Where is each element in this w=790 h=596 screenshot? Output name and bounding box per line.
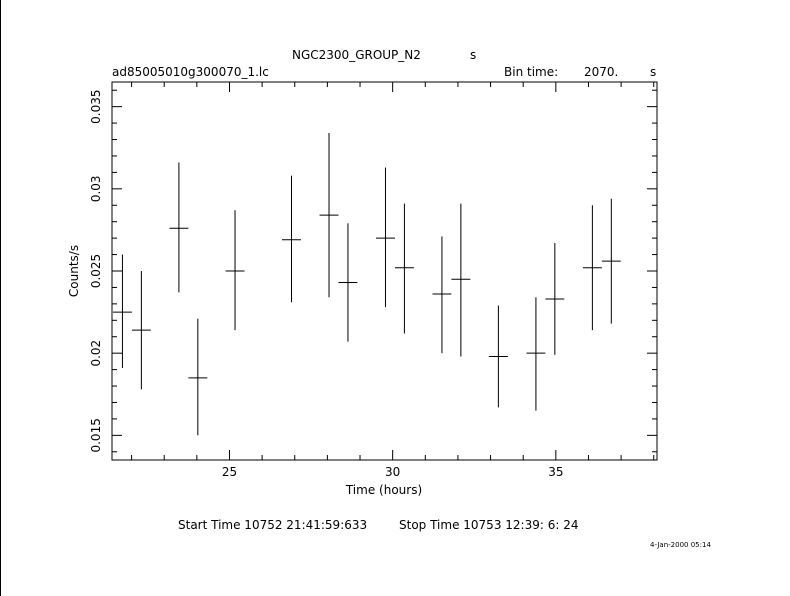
- y-tick-label: 0.035: [89, 89, 103, 123]
- stop-time: Stop Time 10753 12:39: 6: 24: [399, 518, 579, 532]
- bin-time-label: Bin time:: [504, 65, 559, 79]
- plot-frame: [111, 81, 658, 461]
- data-point: [545, 243, 565, 355]
- plot-title-unit: s: [470, 48, 477, 62]
- data-point: [394, 203, 414, 334]
- plot-title: NGC2300_GROUP_N2: [292, 48, 421, 62]
- data-point: [338, 223, 358, 342]
- y-tick-label: 0.02: [89, 340, 103, 367]
- data-points: [112, 132, 621, 436]
- x-axis-label: Time (hours): [345, 483, 422, 497]
- x-tick-label: 30: [385, 465, 400, 479]
- data-point: [488, 305, 508, 408]
- data-point: [188, 318, 208, 436]
- x-tick-label: 25: [222, 465, 237, 479]
- y-tick-label: 0.03: [89, 175, 103, 202]
- data-point: [376, 167, 395, 308]
- data-point: [526, 297, 546, 411]
- data-point: [169, 162, 189, 293]
- axis-tick-labels: 25 30 35 0.015 0.02 0.025 0.03 0.035: [89, 89, 563, 479]
- data-point: [131, 271, 151, 390]
- axis-ticks: [112, 82, 657, 460]
- file-name: ad85005010g300070_1.lc: [112, 65, 269, 79]
- y-tick-label: 0.015: [89, 418, 103, 452]
- start-time: Start Time 10752 21:41:59:633: [178, 518, 368, 532]
- bin-time-value: 2070.: [584, 65, 619, 79]
- y-tick-label: 0.025: [89, 254, 103, 288]
- y-axis-label: Counts/s: [67, 245, 81, 297]
- data-point: [282, 175, 301, 303]
- data-point: [451, 203, 471, 357]
- window-edge: [0, 0, 1, 596]
- data-point: [432, 236, 452, 354]
- bin-time-unit: s: [650, 65, 657, 79]
- data-point: [601, 198, 621, 324]
- data-point: [319, 132, 339, 298]
- data-point: [112, 254, 132, 368]
- date-stamp: 4-Jan-2000 05:14: [650, 541, 711, 549]
- data-point: [225, 210, 245, 331]
- x-tick-label: 35: [548, 465, 563, 479]
- data-point: [582, 205, 602, 331]
